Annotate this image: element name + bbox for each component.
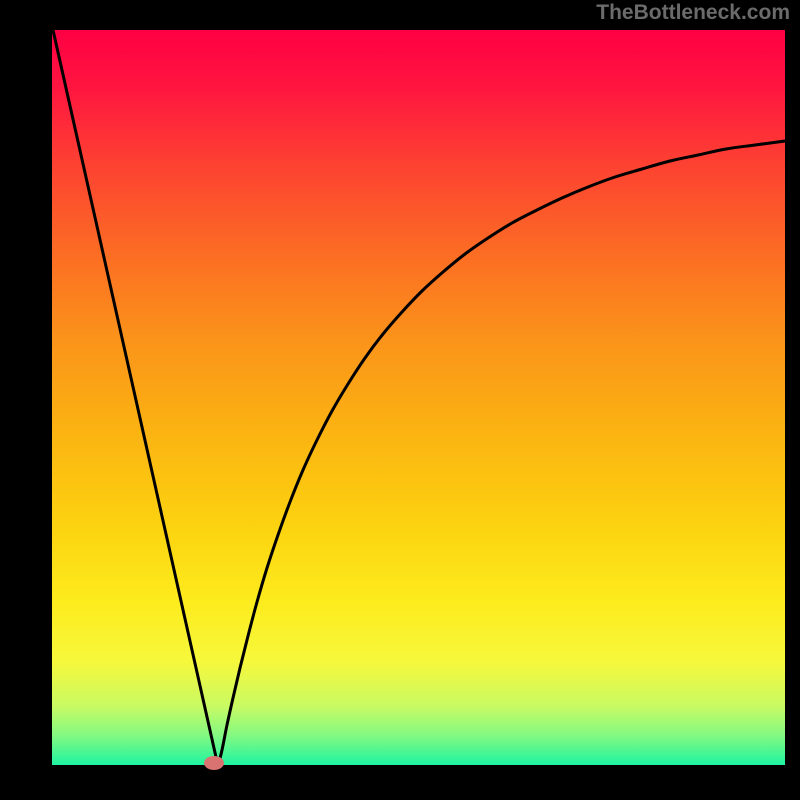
chart-container: TheBottleneck.com bbox=[0, 0, 800, 800]
optimal-point-marker bbox=[204, 756, 224, 770]
bottleneck-chart bbox=[0, 0, 800, 800]
watermark-text: TheBottleneck.com bbox=[596, 1, 790, 25]
plot-background bbox=[52, 30, 785, 765]
